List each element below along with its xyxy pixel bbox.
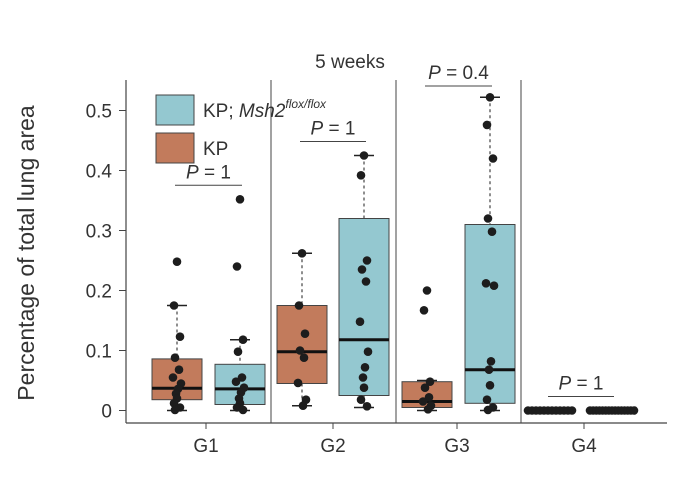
data-point xyxy=(425,377,435,387)
axes: 0 0.1 0.2 0.3 0.4 0.5 G1 G2 G3 G4 xyxy=(86,80,667,457)
legend-label: KP xyxy=(203,139,228,160)
data-point xyxy=(359,151,369,160)
data-point xyxy=(487,227,497,236)
data-point xyxy=(485,93,495,102)
panel-separators xyxy=(270,80,522,423)
data-point xyxy=(360,363,370,372)
x-tick-label: G3 xyxy=(444,436,469,457)
data-point xyxy=(299,353,309,363)
box xyxy=(276,305,328,384)
data-point xyxy=(174,365,184,375)
data-point xyxy=(297,249,307,258)
data-point xyxy=(420,383,430,393)
box xyxy=(338,218,390,396)
p-value-label: P = 1 xyxy=(186,162,231,183)
data-point xyxy=(488,154,498,163)
data-point xyxy=(358,373,368,382)
box-plots xyxy=(151,96,637,412)
y-tick-label: 0 xyxy=(101,402,112,423)
y-tick-label: 0.2 xyxy=(86,282,112,303)
data-point xyxy=(483,214,493,223)
data-point xyxy=(423,405,433,414)
data-point xyxy=(238,405,248,415)
data-point xyxy=(237,373,247,382)
data-point xyxy=(232,262,242,271)
p-value-annotations: P = 1 P = 1 P = 0.4 P = 1 xyxy=(175,63,614,397)
data-point xyxy=(484,365,494,375)
legend-swatch xyxy=(155,94,195,126)
data-point xyxy=(293,378,303,388)
box xyxy=(464,224,516,404)
data-point xyxy=(363,347,373,357)
data-point xyxy=(356,395,366,405)
data-point xyxy=(175,332,185,342)
data-point xyxy=(419,306,429,315)
data-points xyxy=(168,93,639,415)
x-tick-label: G4 xyxy=(571,436,597,457)
data-point xyxy=(168,373,178,382)
data-point xyxy=(300,329,310,339)
x-tick-label: G1 xyxy=(193,436,218,457)
data-point xyxy=(356,171,366,180)
data-point xyxy=(422,286,432,295)
data-point xyxy=(231,377,241,387)
y-tick-label: 0.3 xyxy=(86,222,112,243)
data-point xyxy=(485,381,495,390)
data-point xyxy=(172,257,182,267)
y-tick-label: 0.1 xyxy=(86,342,112,363)
data-point xyxy=(355,317,365,327)
data-point xyxy=(238,335,248,345)
data-point xyxy=(418,397,428,406)
y-tick-label: 0.4 xyxy=(86,162,113,183)
legend: KP; Msh2flox/flox KP xyxy=(155,94,327,164)
data-point xyxy=(567,406,577,415)
y-tick-label: 0.5 xyxy=(86,102,112,123)
data-point xyxy=(294,301,304,310)
data-point xyxy=(362,402,372,411)
data-point xyxy=(298,401,308,411)
legend-swatch xyxy=(155,132,195,164)
chart-title: 5 weeks xyxy=(315,52,385,73)
data-point xyxy=(362,256,372,265)
data-point xyxy=(483,405,493,415)
data-point xyxy=(629,406,639,415)
p-value-label: P = 1 xyxy=(311,119,356,140)
data-point xyxy=(482,120,492,130)
data-point xyxy=(481,279,491,288)
p-value-label: P = 1 xyxy=(559,374,604,395)
data-point xyxy=(169,301,179,310)
y-axis-label: Percentage of total lung area xyxy=(13,105,39,401)
legend-label: KP; Msh2flox/flox xyxy=(203,97,327,122)
data-point xyxy=(357,265,367,274)
data-point xyxy=(486,357,496,366)
x-tick-label: G2 xyxy=(320,436,345,457)
data-point xyxy=(170,405,180,415)
data-point xyxy=(233,347,243,357)
p-value-label: P = 0.4 xyxy=(428,63,489,84)
data-point xyxy=(169,399,179,408)
data-point xyxy=(359,383,369,393)
data-point xyxy=(295,346,305,355)
data-point xyxy=(361,277,371,286)
data-point xyxy=(235,195,245,204)
data-point xyxy=(482,395,492,405)
data-point xyxy=(170,353,180,363)
data-point xyxy=(424,393,434,402)
data-point xyxy=(489,281,499,291)
